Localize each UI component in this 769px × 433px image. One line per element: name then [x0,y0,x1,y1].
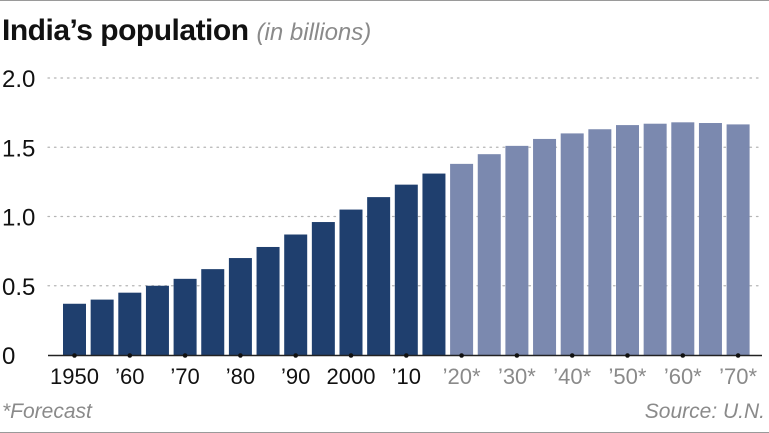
forecast-bar [450,163,474,355]
forecast-bar [588,129,612,355]
x-tick-mark [348,353,354,358]
x-tick-label: ’10 [392,364,421,389]
title-block: India’s population (in billions) [2,14,371,48]
x-tick-label: ’60 [115,364,144,389]
x-tick-label: 2000 [327,364,376,389]
x-tick-label: ’90 [281,364,310,389]
y-tick-label: 1.5 [2,135,35,162]
historical-bar [201,269,225,355]
x-tick-mark [238,353,243,358]
x-tick-mark [404,353,409,358]
y-tick-label: 0.5 [2,274,35,301]
historical-bar [339,209,363,355]
x-tick-label: ’30* [498,364,536,389]
x-tick-mark [680,353,686,358]
x-tick-label: 1950 [50,364,99,389]
historical-bar [256,246,280,355]
x-tick-label: ’80 [226,364,255,389]
historical-bar [394,184,418,355]
x-tick-label: ’20* [443,364,481,389]
forecast-bar [616,125,639,355]
x-tick-label: ’70 [170,364,199,389]
x-tick-mark [735,353,741,358]
historical-bar [367,197,391,355]
x-tick-label: ’70* [719,364,757,389]
forecast-bar [698,123,722,355]
top-rule [0,0,769,1]
chart-title: India’s population [2,14,249,47]
forecast-bar [726,124,750,356]
forecast-bar [533,138,557,355]
chart-subtitle: (in billions) [256,19,372,46]
forecast-bar [477,154,501,355]
forecast-bar [505,145,529,355]
x-tick-mark [182,353,188,358]
x-tick-label: ’40* [553,364,591,389]
historical-bar [228,258,252,355]
historical-bar [90,299,114,355]
x-tick-mark [72,353,77,358]
x-tick-mark [459,353,464,358]
x-tick-label: ’50* [609,364,647,389]
forecast-footnote: *Forecast [2,400,92,423]
historical-bar [63,303,86,355]
historical-bar [145,285,169,355]
y-tick-label: 0 [2,343,15,370]
y-tick-label: 2.0 [2,66,35,93]
x-tick-mark [514,353,520,358]
forecast-bar [671,122,695,355]
historical-bar [118,292,142,355]
x-tick-mark [293,353,299,358]
y-tick-label: 1.0 [2,205,35,232]
historical-bar [284,234,308,355]
historical-bar [173,278,197,355]
forecast-bar [643,123,667,355]
source-note: Source: U.N. [644,400,765,423]
x-tick-label: ’60* [664,364,702,389]
historical-bar [311,222,335,355]
historical-bar [422,173,446,355]
forecast-bar [560,133,584,355]
x-tick-mark [127,353,133,358]
x-tick-mark [625,353,630,358]
x-tick-mark [569,353,575,358]
